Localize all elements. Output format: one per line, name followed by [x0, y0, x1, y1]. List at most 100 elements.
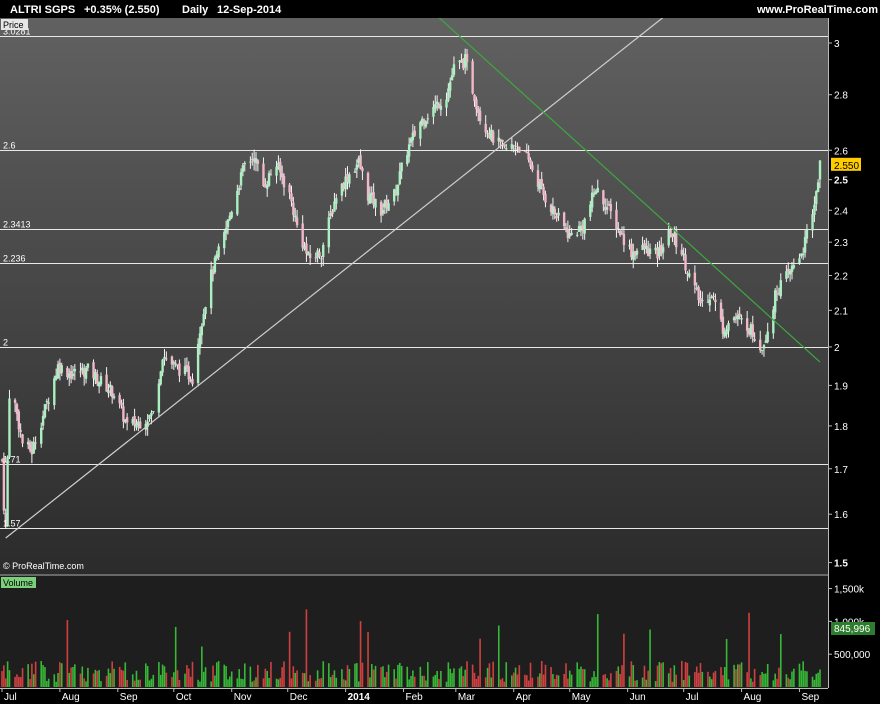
volume-bar — [589, 681, 592, 687]
candle-body — [669, 230, 672, 237]
volume-bar — [139, 679, 142, 687]
price-panel-tag — [1, 19, 28, 30]
volume-bar — [413, 676, 416, 687]
candle-body — [392, 189, 396, 202]
volume-bar — [94, 669, 97, 687]
volume-bar — [596, 614, 599, 687]
volume-bar — [421, 675, 424, 687]
candle-body — [84, 367, 88, 379]
candle-body — [512, 145, 515, 147]
volume-bar — [490, 677, 493, 687]
candle-body — [183, 366, 187, 374]
candle-body — [773, 290, 777, 313]
candle-body — [94, 371, 97, 381]
trendline-support[interactable] — [5, 0, 828, 539]
volume-bar — [460, 666, 463, 687]
volume-bar — [74, 664, 76, 687]
volume-bar — [445, 681, 448, 687]
candle-body — [198, 333, 202, 347]
volume-bar — [257, 664, 259, 687]
candle-body — [96, 373, 99, 384]
volume-bar — [751, 681, 754, 687]
candle-body — [99, 376, 103, 385]
candle-body — [688, 273, 691, 277]
candle-body — [107, 390, 110, 394]
volume-bar — [583, 669, 586, 687]
volume-bar — [684, 662, 687, 687]
volume-bar — [189, 676, 192, 687]
volume-bar — [539, 673, 541, 687]
volume-bar — [800, 670, 803, 687]
candle-body — [409, 138, 413, 143]
candle-body — [460, 59, 463, 63]
volume-bar — [440, 670, 442, 687]
volume-bar — [158, 661, 160, 687]
candle-body — [66, 367, 69, 378]
candle-body — [165, 358, 168, 360]
candle-body — [432, 107, 435, 117]
candle-body — [488, 133, 491, 138]
candle-body — [204, 307, 207, 315]
volume-bar — [369, 677, 371, 687]
volume-bar — [204, 667, 207, 687]
volume-bar — [165, 672, 168, 687]
candle-body — [236, 190, 239, 215]
volume-bar — [568, 670, 571, 687]
volume-bar — [59, 662, 61, 687]
x-tick-label: Nov — [234, 692, 252, 703]
volume-bar — [152, 674, 155, 687]
volume-bar — [4, 678, 7, 687]
x-tick-label: Jun — [630, 692, 646, 703]
volume-bar — [354, 663, 356, 687]
candle-body — [329, 213, 332, 216]
volume-bar — [512, 672, 515, 687]
candle-body — [523, 150, 527, 152]
volume-bar — [361, 662, 364, 687]
volume-bar — [227, 679, 229, 687]
volume-bar — [486, 667, 489, 687]
volume-bar — [542, 674, 545, 687]
candle-body — [536, 170, 540, 188]
last-volume-badge — [831, 622, 875, 635]
candle-body — [265, 184, 269, 189]
candle-body — [803, 237, 807, 253]
candle-body — [47, 402, 50, 404]
candle-body — [335, 198, 338, 204]
candle-body — [301, 223, 304, 248]
candle-body — [529, 159, 532, 167]
candle-body — [538, 182, 542, 190]
candle-body — [674, 230, 678, 248]
volume-bar — [615, 670, 618, 687]
volume-bar — [367, 631, 369, 687]
y-tick-label: 2.2 — [834, 271, 848, 282]
source-link[interactable]: www.ProRealTime.com — [756, 4, 878, 16]
volume-bar — [255, 677, 257, 687]
candle-body — [120, 402, 123, 406]
volume-bar — [212, 665, 214, 687]
candle-body — [254, 158, 258, 163]
volume-bar — [176, 670, 179, 687]
volume-bar — [288, 631, 291, 687]
candle-body — [721, 316, 725, 334]
candle-body — [277, 162, 280, 170]
candle-body — [491, 131, 495, 143]
volume-bar — [238, 669, 240, 687]
candle-body — [478, 110, 482, 122]
candle-body — [503, 144, 506, 147]
trendline-resistance[interactable] — [430, 10, 821, 363]
candle-body — [549, 204, 553, 213]
candle-body — [316, 250, 319, 258]
level-label: 2.3413 — [3, 220, 31, 230]
x-tick-label: Apr — [516, 692, 532, 703]
candle-body — [596, 187, 599, 193]
candle-body — [368, 194, 372, 204]
volume-bar — [275, 678, 278, 687]
volume-bar — [150, 678, 153, 687]
candle-body — [673, 233, 676, 237]
candle-body — [322, 244, 325, 258]
candle-body — [69, 370, 73, 379]
candle-body — [243, 162, 246, 165]
candle-body — [241, 165, 245, 172]
volume-bar — [505, 662, 508, 687]
candle-body — [607, 204, 611, 206]
